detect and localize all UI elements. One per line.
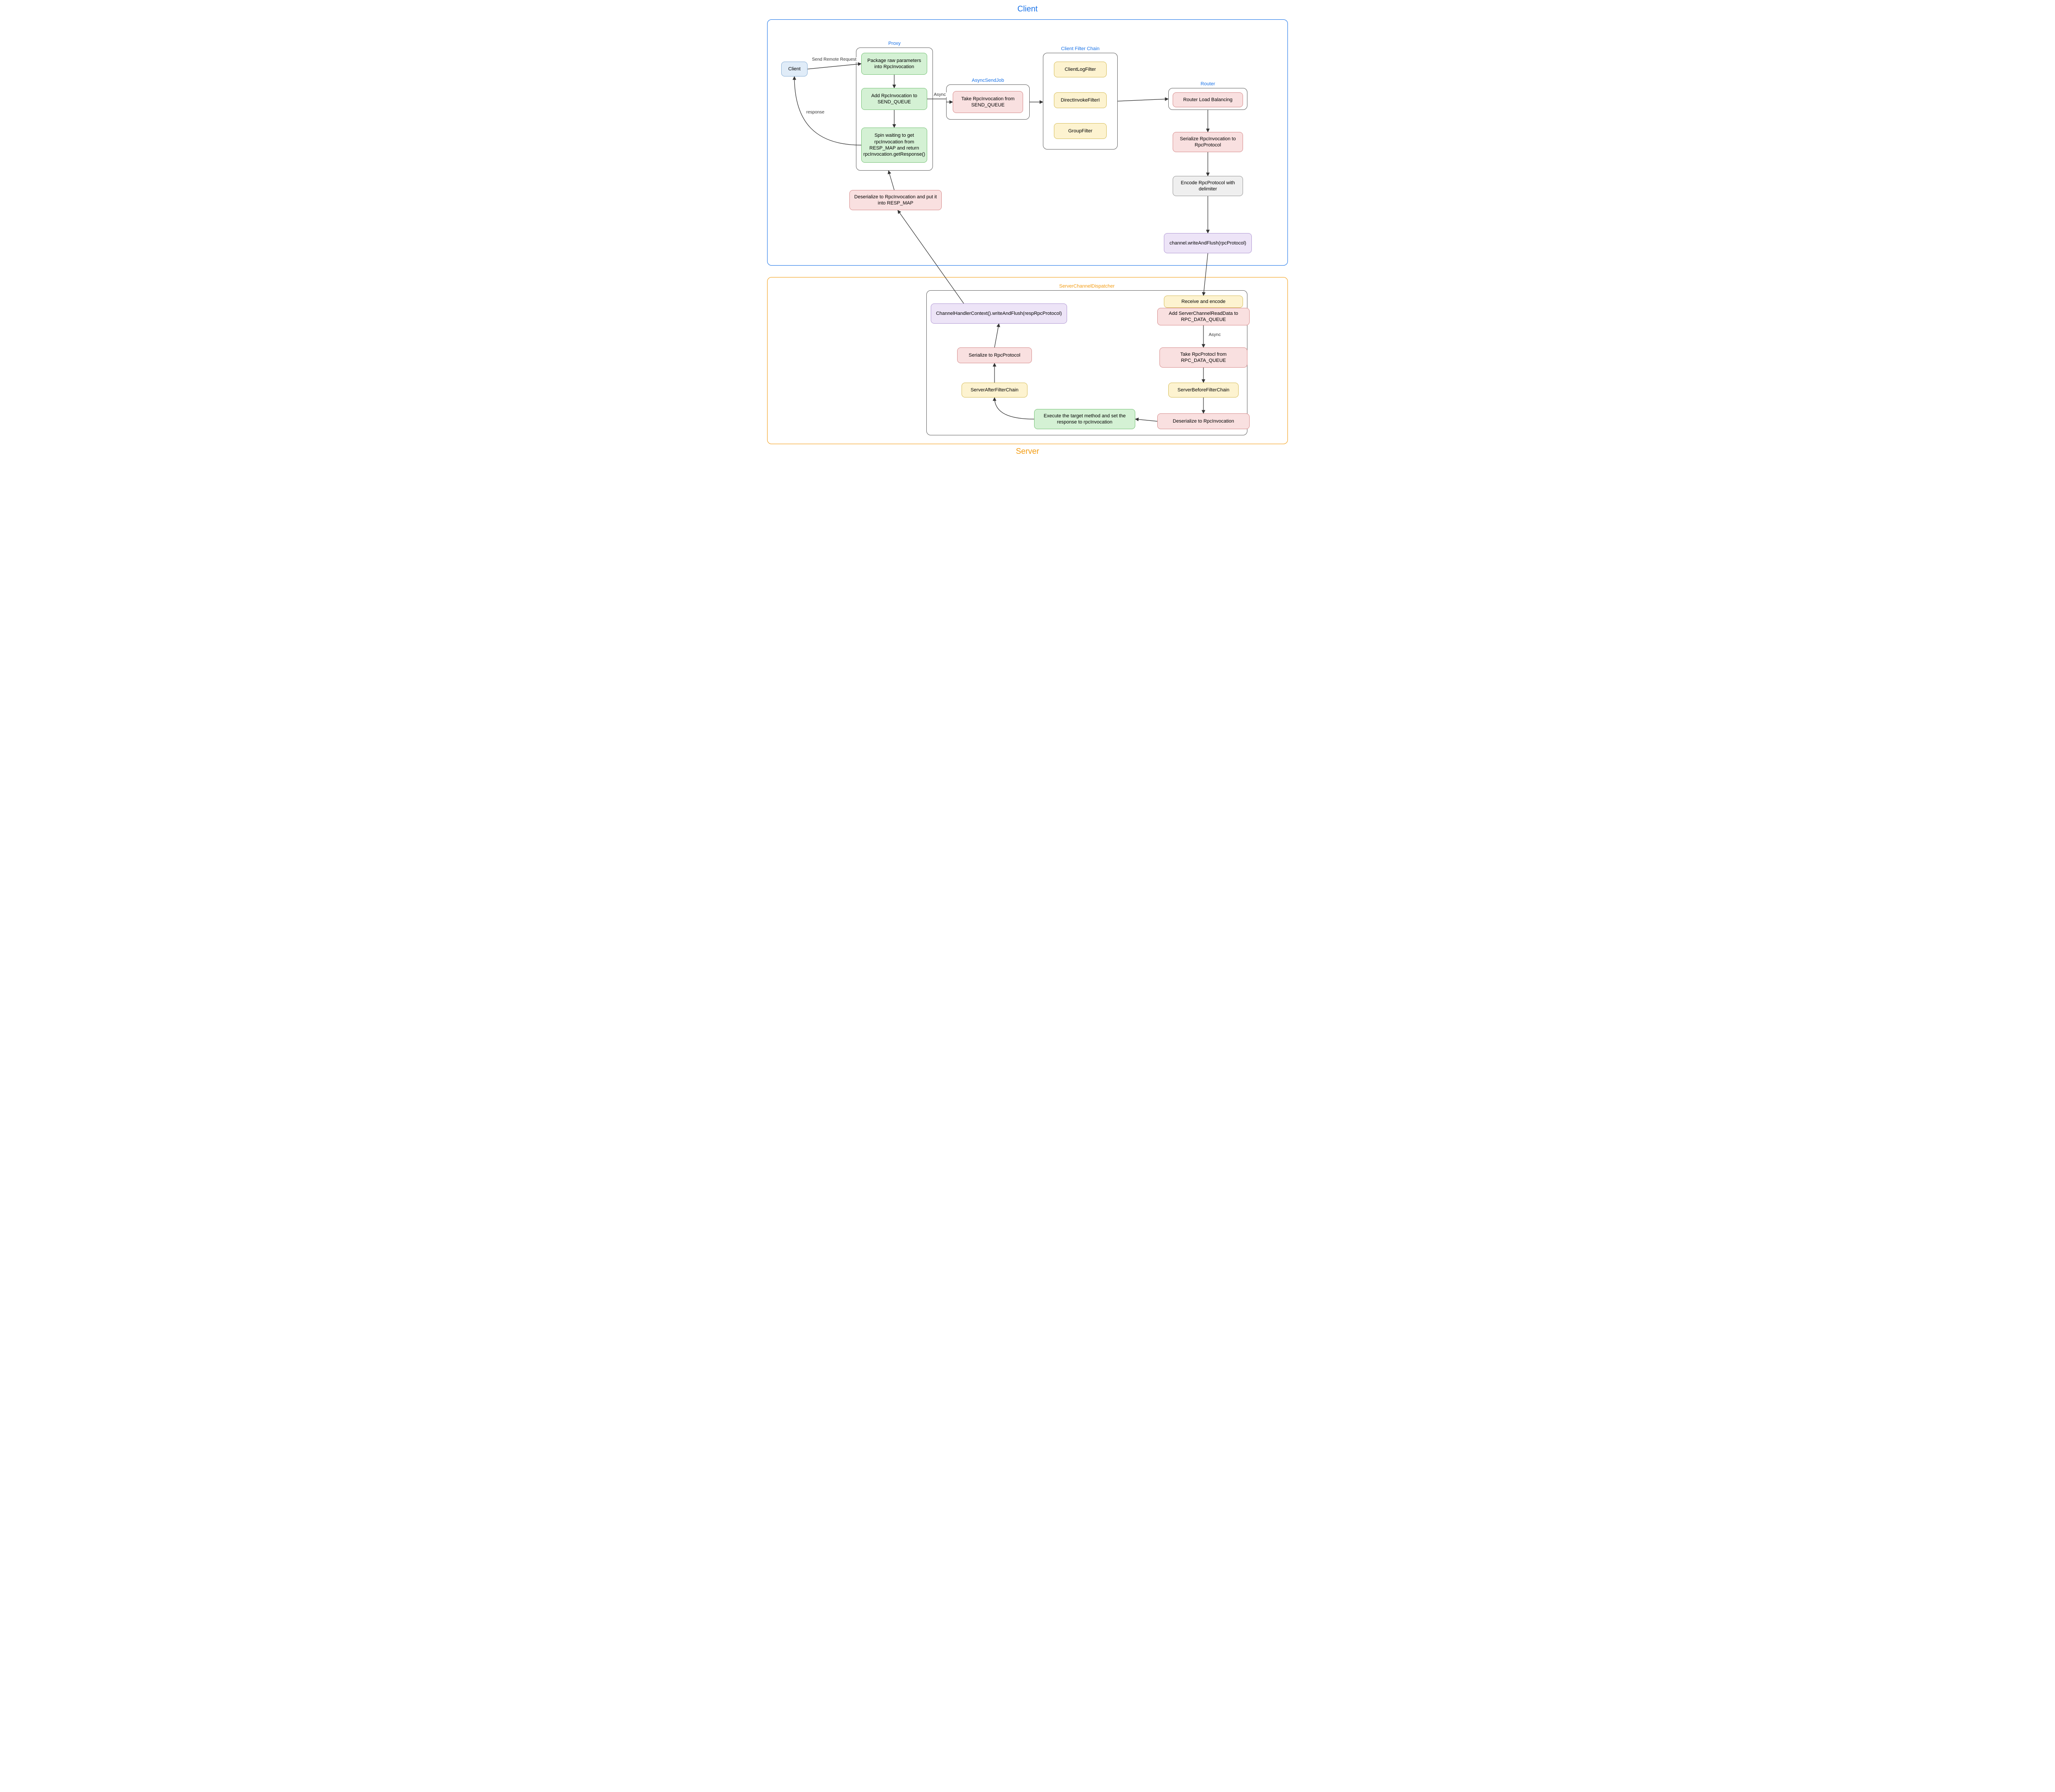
node-take_send: Take RpcInvocation from SEND_QUEUE [953,91,1023,113]
node-exec: Execute the target method and set the re… [1034,409,1135,429]
node-take_rpc_q: Take RpcProtocl from RPC_DATA_QUEUE [1159,347,1247,368]
node-deser_resp: Deserialize to RpcInvocation and put it … [849,190,942,210]
node-client: Client [781,62,808,77]
node-cf_direct: DirectInvokeFilterI [1054,92,1107,108]
node-pkg: Package raw parameters into RpcInvocatio… [861,53,927,75]
group-proxy-label: Proxy [888,41,900,46]
node-ctx_write: ChannelHandlerContext().writeAndFlush(re… [931,303,1067,324]
node-s_deser: Deserialize to RpcInvocation [1157,413,1250,429]
node-spin: Spin waiting to get rpcInvocation from R… [861,128,927,163]
node-cf_group: GroupFilter [1054,123,1107,139]
server-region-title: Server [1016,447,1039,456]
node-add_rpc_q: Add ServerChannelReadData to RPC_DATA_QU… [1157,308,1250,325]
node-serialize_proto: Serialize RpcInvocation to RpcProtocol [1173,132,1243,152]
node-recv_encode: Receive and encode [1164,296,1243,308]
node-write_flush: channel.writeAndFlush(rpcProtocol) [1164,233,1252,253]
group-sdisp-label: ServerChannelDispatcher [1059,284,1115,289]
node-s_after: ServerAfterFilterChain [962,383,1028,398]
group-cfc-label: Client Filter Chain [1061,46,1099,51]
node-s_ser: Serialize to RpcProtocol [957,347,1032,363]
edge-label-19: response [805,110,825,115]
edge-label-10: Async [1208,332,1221,337]
node-encode: Encode RpcProtocol with delimiter [1173,176,1243,196]
node-cf_log: ClientLogFilter [1054,62,1107,77]
edge-label-0: Send Remote Request [811,57,857,62]
client-region-title: Client [1017,4,1038,14]
edge-label-3: Async [933,92,947,97]
node-router_lb: Router Load Balancing [1173,92,1243,107]
node-s_before: ServerBeforeFilterChain [1168,383,1239,398]
node-add_q: Add RpcInvocation to SEND_QUEUE [861,88,927,110]
diagram-canvas: Client Server Proxy AsyncSendJob Client … [764,0,1291,462]
group-async-label: AsyncSendJob [972,78,1004,83]
group-router-label: Router [1200,81,1215,87]
